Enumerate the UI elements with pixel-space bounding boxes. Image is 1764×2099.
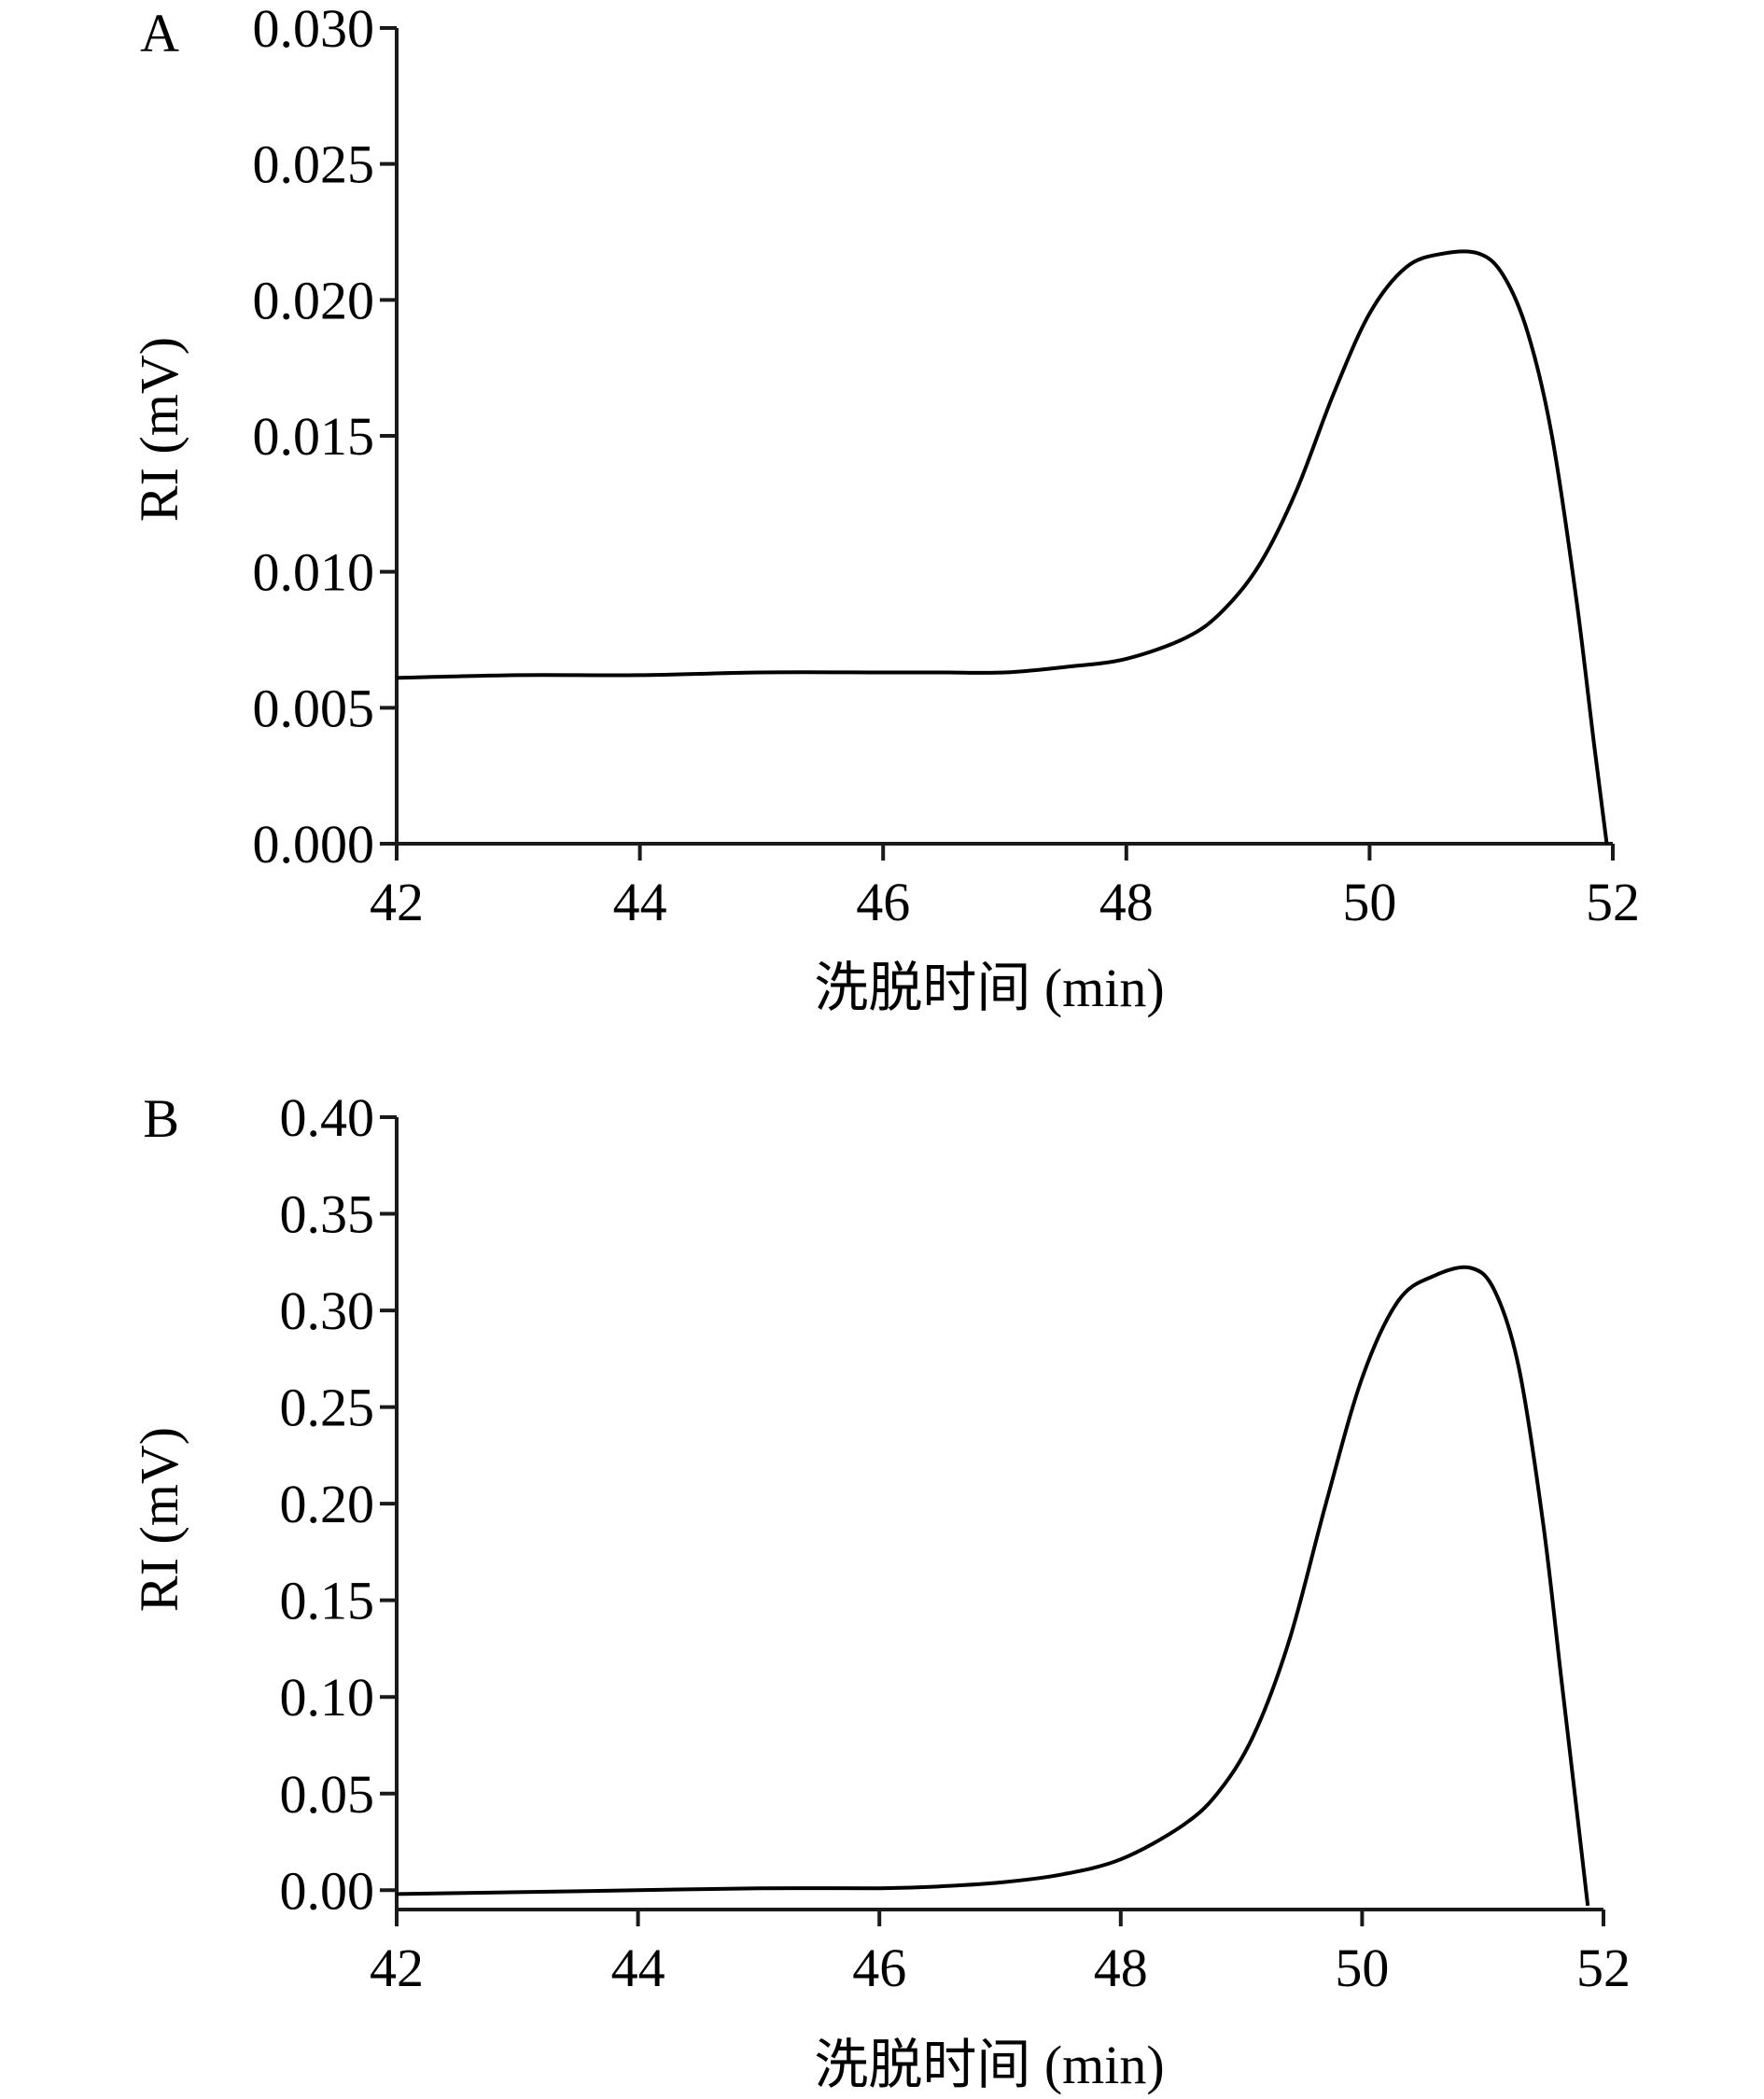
y-tick-label: 0.030: [253, 0, 375, 59]
x-tick-label: 52: [1576, 1938, 1631, 1998]
y-axis-title: RI (mV): [129, 1427, 189, 1612]
x-tick-label: 44: [613, 872, 667, 932]
x-tick-label: 46: [852, 1938, 906, 1998]
x-tick-label: 48: [1099, 872, 1154, 932]
y-tick-label: 0.025: [253, 134, 375, 195]
panel-label: B: [143, 1088, 179, 1149]
x-tick-label: 52: [1586, 872, 1640, 932]
x-tick-label: 44: [611, 1938, 665, 1998]
x-tick-label: 50: [1342, 872, 1396, 932]
x-tick-label: 50: [1335, 1938, 1389, 1998]
y-tick-label: 0.30: [280, 1280, 375, 1341]
y-tick-label: 0.20: [280, 1474, 375, 1534]
x-axis-title: 洗脱时间 (min): [814, 2035, 1164, 2095]
y-tick-label: 0.25: [280, 1378, 375, 1438]
series-line: [396, 249, 1609, 845]
chart-panel-a: A RI (mV) 洗脱时间 (min) 0.000 0.005 0.010 0.01…: [129, 0, 1640, 1018]
y-tick-label: 0.10: [280, 1667, 375, 1728]
y-tick-label: 0.020: [253, 270, 375, 330]
y-tick-label: 0.015: [253, 406, 375, 467]
x-tick-label: 42: [370, 1938, 424, 1998]
x-tick-label: 46: [856, 872, 910, 932]
y-tick-label: 0.05: [280, 1764, 375, 1825]
x-tick-label: 48: [1094, 1938, 1148, 1998]
x-tick-label: 42: [370, 872, 424, 932]
series-line: [396, 1265, 1590, 1907]
y-tick-label: 0.35: [280, 1184, 375, 1245]
y-tick-label: 0.15: [280, 1571, 375, 1631]
x-axis-title: 洗脱时间 (min): [814, 958, 1164, 1018]
y-tick-label: 0.005: [253, 678, 375, 738]
chart-panel-b: B RI (mV) 洗脱时间 (min) 0.00 0.05 0.10 0.15 0.2…: [129, 1087, 1631, 2095]
y-tick-label: 0.000: [253, 814, 375, 875]
y-tick-label: 0.00: [280, 1860, 375, 1921]
y-tick-label: 0.40: [280, 1087, 375, 1148]
panel-label: A: [140, 3, 179, 63]
y-axis-title: RI (mV): [129, 337, 189, 522]
y-tick-label: 0.010: [253, 542, 375, 603]
